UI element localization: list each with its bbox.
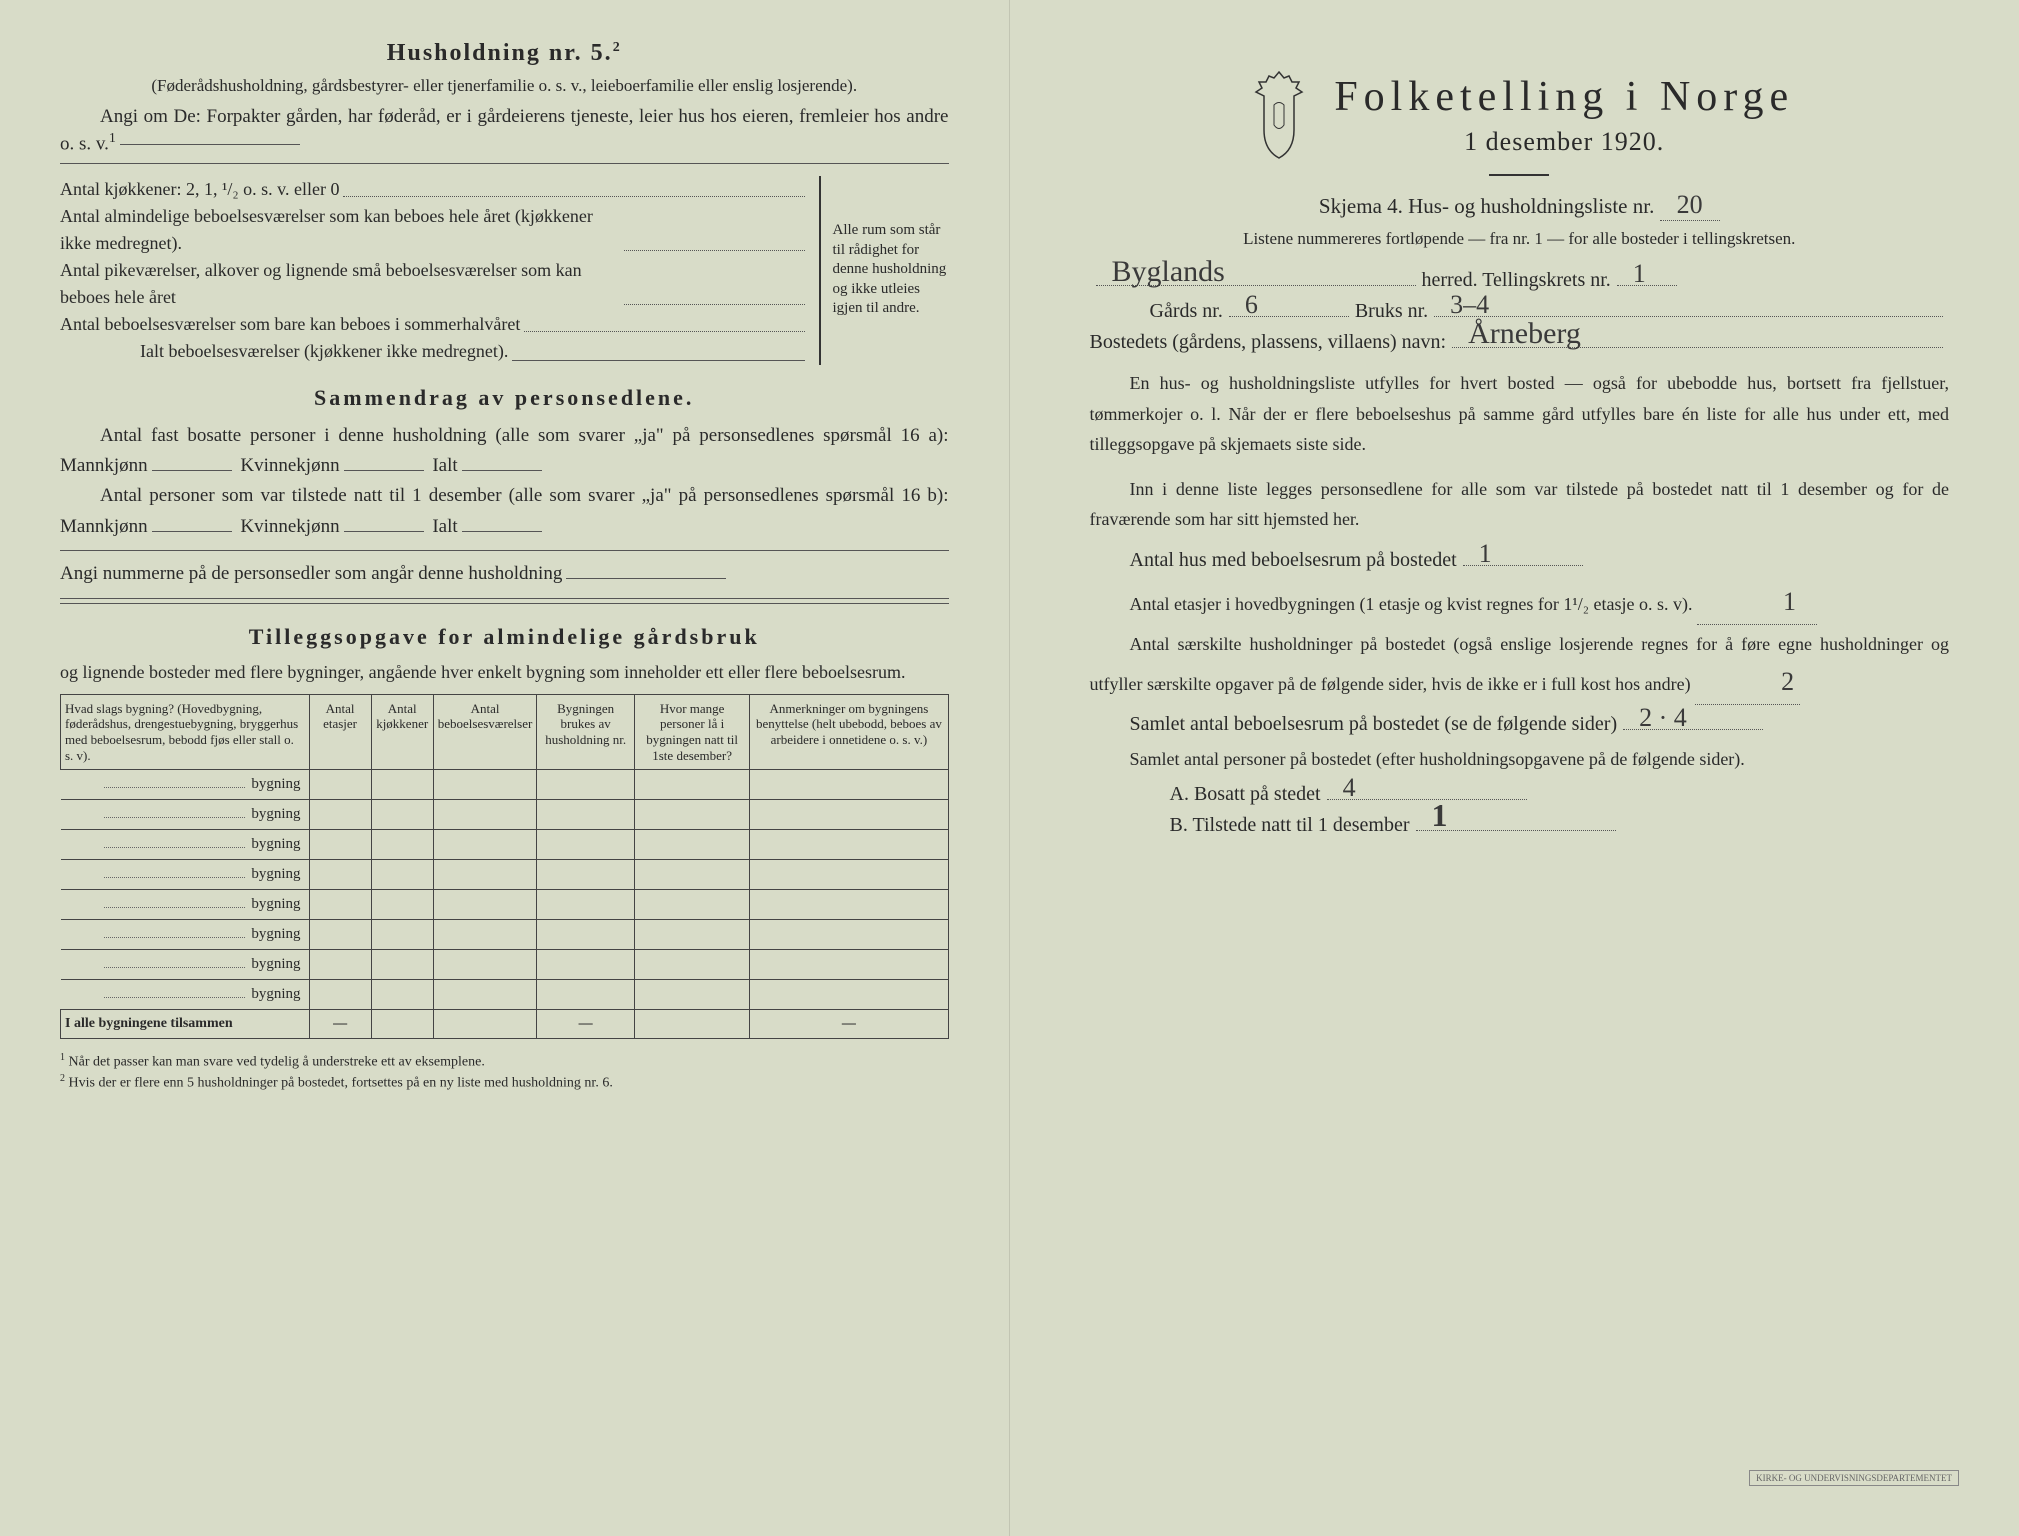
- census-date: 1 desember 1920.: [1334, 127, 1794, 157]
- q-hushold-row: Antal særskilte husholdninger på bostede…: [1090, 629, 1950, 705]
- room-label-3: Antal beboelsesværelser som bare kan beb…: [60, 311, 520, 338]
- q-samlet-rum-label: Samlet antal beboelsesrum på bostedet (s…: [1130, 713, 1618, 736]
- th-0: Hvad slags bygning? (Hovedbygning, føder…: [61, 694, 310, 769]
- room-total-label: Ialt beboelsesværelser (kjøkkener ikke m…: [140, 338, 508, 365]
- kitchen-label: Antal kjøkkener: 2, 1, ¹/₂ o. s. v. elle…: [60, 176, 339, 203]
- th-4: Bygningen brukes av husholdning nr.: [537, 694, 635, 769]
- tillegg-title: Tilleggsopgave for almindelige gårdsbruk: [60, 624, 949, 650]
- q-hushold-value: 2: [1735, 660, 1800, 704]
- sammendrag-body-2: Antal personer som var tilstede natt til…: [60, 481, 949, 542]
- rooms-block: Antal kjøkkener: 2, 1, ¹/₂ o. s. v. elle…: [60, 176, 949, 365]
- th-6: Anmerkninger om bygningens benyttelse (h…: [750, 694, 948, 769]
- table-row: bygning: [61, 980, 949, 1010]
- kitchen-line: Antal kjøkkener: 2, 1, ¹/₂ o. s. v. elle…: [60, 176, 809, 203]
- bosted-row: Bostedets (gårdens, plassens, villaens) …: [1090, 331, 1950, 354]
- q-samlet-rum-value: 2 · 4: [1633, 703, 1693, 733]
- herred-value: Byglands: [1106, 255, 1231, 289]
- bosted-value: Årneberg: [1462, 317, 1587, 351]
- q-etasjer-label: Antal etasjer i hovedbygningen (1 etasje…: [1130, 594, 1693, 614]
- listene-text: Listene nummereres fortløpende — fra nr.…: [1090, 229, 1950, 249]
- bracket-text: Alle rum som står til rådighet for denne…: [819, 176, 949, 365]
- table-row: bygning: [61, 920, 949, 950]
- ialt-label-2: Ialt: [432, 516, 457, 537]
- q-b-row: B. Tilstede natt til 1 desember 1: [1090, 814, 1950, 837]
- coat-of-arms-icon: [1244, 70, 1314, 160]
- q-a-value: 4: [1337, 773, 1362, 803]
- sum-label: I alle bygningene tilsammen: [61, 1010, 310, 1039]
- kvinne-label-2: Kvinnekjønn: [240, 516, 339, 537]
- room-line-1: Antal almindelige beboelsesværelser som …: [60, 203, 809, 257]
- table-header-row: Hvad slags bygning? (Hovedbygning, føder…: [61, 694, 949, 769]
- th-3: Antal beboelsesværelser: [433, 694, 537, 769]
- ialt-label-1: Ialt: [432, 455, 457, 476]
- instructions-para-1: En hus- og husholdningsliste utfylles fo…: [1090, 368, 1950, 460]
- angi-sup: 1: [109, 131, 116, 146]
- q-b-value: 1: [1426, 797, 1454, 834]
- table-row: bygning: [61, 890, 949, 920]
- q-a-row: A. Bosatt på stedet 4: [1090, 783, 1950, 806]
- fn-2: Hvis der er flere enn 5 husholdninger på…: [69, 1076, 613, 1091]
- sammendrag-body: Antal fast bosatte personer i denne hush…: [60, 421, 949, 482]
- room-line-2: Antal pikeværelser, alkover og lignende …: [60, 257, 809, 311]
- room-line-3: Antal beboelsesværelser som bare kan beb…: [60, 311, 809, 338]
- room-label-2: Antal pikeværelser, alkover og lignende …: [60, 257, 620, 311]
- samm-p2: Antal personer som var tilstede natt til…: [60, 485, 949, 536]
- table-row: bygning: [61, 800, 949, 830]
- room-label-1: Antal almindelige beboelsesværelser som …: [60, 203, 620, 257]
- skjema-label: Skjema 4. Hus- og husholdningsliste nr.: [1319, 194, 1654, 218]
- samm-p1: Antal fast bosatte personer i denne hush…: [60, 425, 949, 476]
- herred-row: Byglands herred. Tellingskrets nr. 1: [1090, 269, 1950, 292]
- household-title: Husholdning nr. 5.2: [60, 40, 949, 67]
- gards-value: 6: [1239, 290, 1264, 320]
- th-2: Antal kjøkkener: [371, 694, 433, 769]
- bruks-label: Bruks nr.: [1355, 300, 1428, 323]
- skjema-nr-value: 20: [1660, 190, 1720, 221]
- sammendrag-title: Sammendrag av personsedlene.: [60, 385, 949, 411]
- q-hus-label: Antal hus med beboelsesrum på bostedet: [1130, 549, 1457, 572]
- q-b-label: B. Tilstede natt til 1 desember: [1170, 814, 1410, 837]
- q-a-label: A. Bosatt på stedet: [1170, 783, 1321, 806]
- room-total-line: Ialt beboelsesværelser (kjøkkener ikke m…: [60, 338, 809, 365]
- bruks-value: 3–4: [1444, 290, 1495, 320]
- q-samlet-rum-row: Samlet antal beboelsesrum på bostedet (s…: [1090, 713, 1950, 736]
- q-samlet-pers-label: Samlet antal personer på bostedet (efter…: [1090, 744, 1950, 775]
- herred-label: herred. Tellingskrets nr.: [1422, 269, 1611, 292]
- th-5: Hvor mange personer lå i bygningen natt …: [634, 694, 749, 769]
- q-hus-row: Antal hus med beboelsesrum på bostedet 1: [1090, 549, 1950, 572]
- angi-nummerne-line: Angi nummerne på de personsedler som ang…: [60, 559, 949, 589]
- table-sum-row: I alle bygningene tilsammen ———: [61, 1010, 949, 1039]
- building-table: Hvad slags bygning? (Hovedbygning, føder…: [60, 694, 949, 1039]
- table-row: bygning: [61, 950, 949, 980]
- instructions-para-2: Inn i denne liste legges personsedlene f…: [1090, 474, 1950, 535]
- angi-nummerne-text: Angi nummerne på de personsedler som ang…: [60, 563, 562, 584]
- main-title: Folketelling i Norge: [1334, 73, 1794, 121]
- table-row: bygning: [61, 860, 949, 890]
- title-row: Folketelling i Norge 1 desember 1920.: [1090, 70, 1950, 160]
- left-page: Husholdning nr. 5.2 (Føderådshusholdning…: [0, 0, 1010, 1536]
- q-etasjer-row: Antal etasjer i hovedbygningen (1 etasje…: [1090, 580, 1950, 625]
- tellingskrets-value: 1: [1627, 259, 1652, 289]
- angi-intro-text: Angi om De: Forpakter gården, har føderå…: [60, 106, 949, 154]
- q-etasjer-value: 1: [1737, 580, 1802, 624]
- tillegg-desc: og lignende bosteder med flere bygninger…: [60, 660, 949, 684]
- gards-label: Gårds nr.: [1150, 300, 1223, 323]
- bosted-label: Bostedets (gårdens, plassens, villaens) …: [1090, 331, 1447, 354]
- right-page: Folketelling i Norge 1 desember 1920. Sk…: [1010, 0, 2019, 1536]
- printer-stamp: KIRKE- OG UNDERVISNINGSDEPARTEMENTET: [1749, 1470, 1959, 1486]
- kvinne-label-1: Kvinnekjønn: [240, 455, 339, 476]
- household-desc: (Føderådshusholdning, gårdsbestyrer- ell…: [60, 75, 949, 98]
- title-divider: [1489, 174, 1549, 176]
- table-row: bygning: [61, 830, 949, 860]
- skjema-line: Skjema 4. Hus- og husholdningsliste nr. …: [1090, 190, 1950, 221]
- fn-1: Når det passer kan man svare ved tydelig…: [69, 1055, 485, 1070]
- angi-intro: Angi om De: Forpakter gården, har føderå…: [60, 104, 949, 157]
- table-row: bygning: [61, 770, 949, 800]
- household-title-sup: 2: [613, 40, 622, 55]
- th-1: Antal etasjer: [309, 694, 371, 769]
- household-title-text: Husholdning nr. 5.: [387, 40, 613, 66]
- footnotes: 1 Når det passer kan man svare ved tydel…: [60, 1051, 949, 1093]
- q-hushold-label: Antal særskilte husholdninger på bostede…: [1090, 634, 1950, 694]
- q-hus-value: 1: [1473, 539, 1498, 569]
